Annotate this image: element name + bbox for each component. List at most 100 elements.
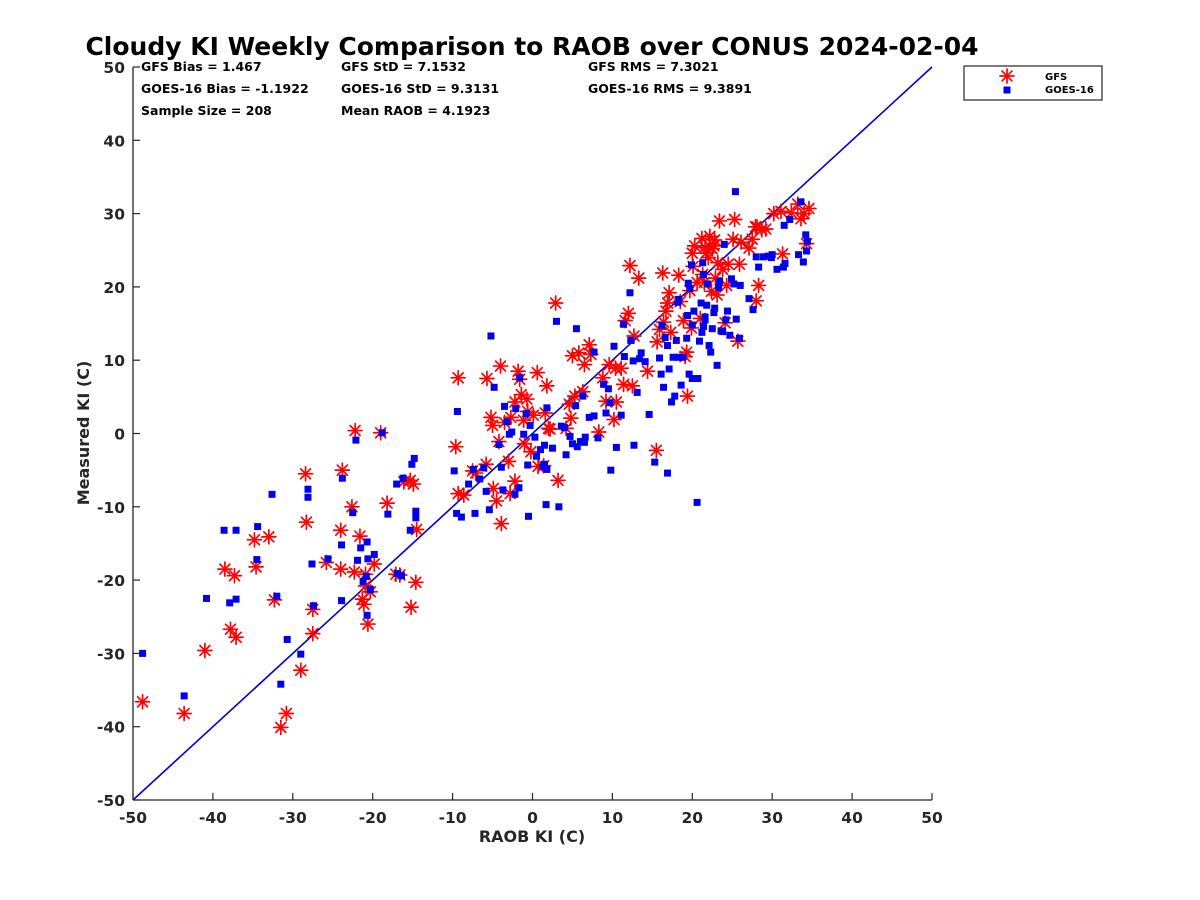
goes-point [465, 480, 473, 488]
goes-point [735, 334, 743, 342]
goes-point [607, 466, 615, 474]
y-tick-label: 40 [103, 132, 125, 150]
goes-point [620, 320, 628, 328]
goes-point [660, 383, 668, 391]
gfs-point [661, 284, 677, 301]
goes-point [693, 498, 701, 506]
legend: GFS GOES-16 [963, 65, 1103, 101]
goes-point [749, 306, 757, 314]
goes-point [620, 353, 628, 361]
goes-point [349, 509, 357, 517]
goes-point [715, 277, 723, 285]
goes-point [627, 336, 635, 344]
goes-point [501, 402, 509, 410]
goes-point [352, 436, 360, 444]
goes-point [665, 365, 673, 373]
legend-gfs-marker [999, 68, 1015, 84]
goes-point [722, 316, 730, 324]
goes-point [641, 358, 649, 366]
goes-point [723, 307, 731, 315]
gfs-point [757, 221, 774, 237]
gfs-legend-symbol [999, 68, 1015, 84]
goes-point [699, 322, 707, 330]
goes-point [226, 599, 234, 607]
goes-point [669, 353, 677, 361]
goes-point [705, 342, 713, 350]
goes-point [508, 428, 516, 436]
goes-point [304, 485, 312, 493]
goes-point [471, 509, 479, 517]
gfs-point [615, 376, 632, 393]
goes-point [497, 463, 505, 471]
gfs-point [773, 203, 789, 220]
goes-point [686, 284, 694, 292]
goes-point [799, 258, 807, 266]
x-tick-label: 10 [602, 809, 624, 827]
stat-gfs-bias: GFS Bias = 1.467 [141, 59, 262, 74]
goes-point [566, 432, 574, 440]
gfs-point [639, 363, 656, 380]
gfs-point [298, 514, 315, 531]
goes-point [525, 512, 533, 520]
gfs-point [292, 662, 309, 679]
goes-point [304, 493, 312, 501]
x-tick-label: 0 [527, 809, 538, 827]
goes-point [610, 342, 618, 350]
goes-point [568, 440, 576, 448]
goes-point [694, 375, 702, 383]
goes-point [576, 438, 584, 446]
goes-point [338, 474, 346, 482]
goes-point [685, 370, 693, 378]
goes-point [310, 602, 318, 610]
goes-point [674, 353, 682, 361]
stat-gfs-std: GFS StD = 7.1532 [341, 59, 466, 74]
goes-point [781, 259, 789, 267]
goes-point [522, 410, 530, 418]
gfs-point [278, 705, 295, 722]
gfs-point [563, 410, 579, 426]
goes-point [393, 570, 401, 578]
goes-point [406, 526, 414, 534]
goes-point [503, 418, 511, 426]
goes-point [203, 594, 211, 602]
goes-series [139, 188, 811, 700]
goes-point [453, 408, 461, 416]
gfs-point [529, 364, 546, 381]
stat-goes-std: GOES-16 StD = 9.3131 [341, 81, 499, 96]
gfs-point [576, 356, 593, 373]
goes-point [273, 592, 281, 600]
goes-point [630, 441, 638, 449]
goes-point [480, 464, 488, 472]
goes-point [359, 578, 367, 586]
gfs-point [226, 567, 243, 584]
gfs-point [447, 438, 464, 455]
stats-block: GFS Bias = 1.467 GOES-16 Bias = -1.1922 … [141, 59, 752, 118]
goes-point [677, 381, 685, 389]
goes-point [543, 404, 551, 412]
gfs-point [492, 358, 509, 374]
stat-goes-bias: GOES-16 Bias = -1.1922 [141, 81, 309, 96]
x-tick-label: 40 [841, 809, 863, 827]
gfs-point [222, 621, 239, 638]
gfs-point [483, 409, 499, 426]
goes-point [626, 289, 634, 297]
goes-point [720, 240, 728, 248]
gfs-point [654, 265, 671, 281]
goes-point [524, 461, 532, 469]
gfs-point [684, 245, 701, 262]
goes-point [540, 441, 548, 449]
gfs-point [648, 442, 665, 459]
x-tick-label: 30 [761, 809, 783, 827]
goes-point [730, 280, 738, 288]
goes-point [393, 480, 401, 488]
y-tick-label: -20 [97, 572, 125, 590]
x-tick-label: -20 [359, 809, 387, 827]
gfs-point [272, 719, 289, 736]
gfs-point [523, 443, 539, 460]
goes-point [399, 474, 407, 482]
goes-point [701, 313, 709, 321]
gfs-point [217, 561, 233, 577]
gfs-point [550, 472, 566, 489]
gfs-point [570, 345, 587, 361]
goes-point [797, 198, 805, 206]
